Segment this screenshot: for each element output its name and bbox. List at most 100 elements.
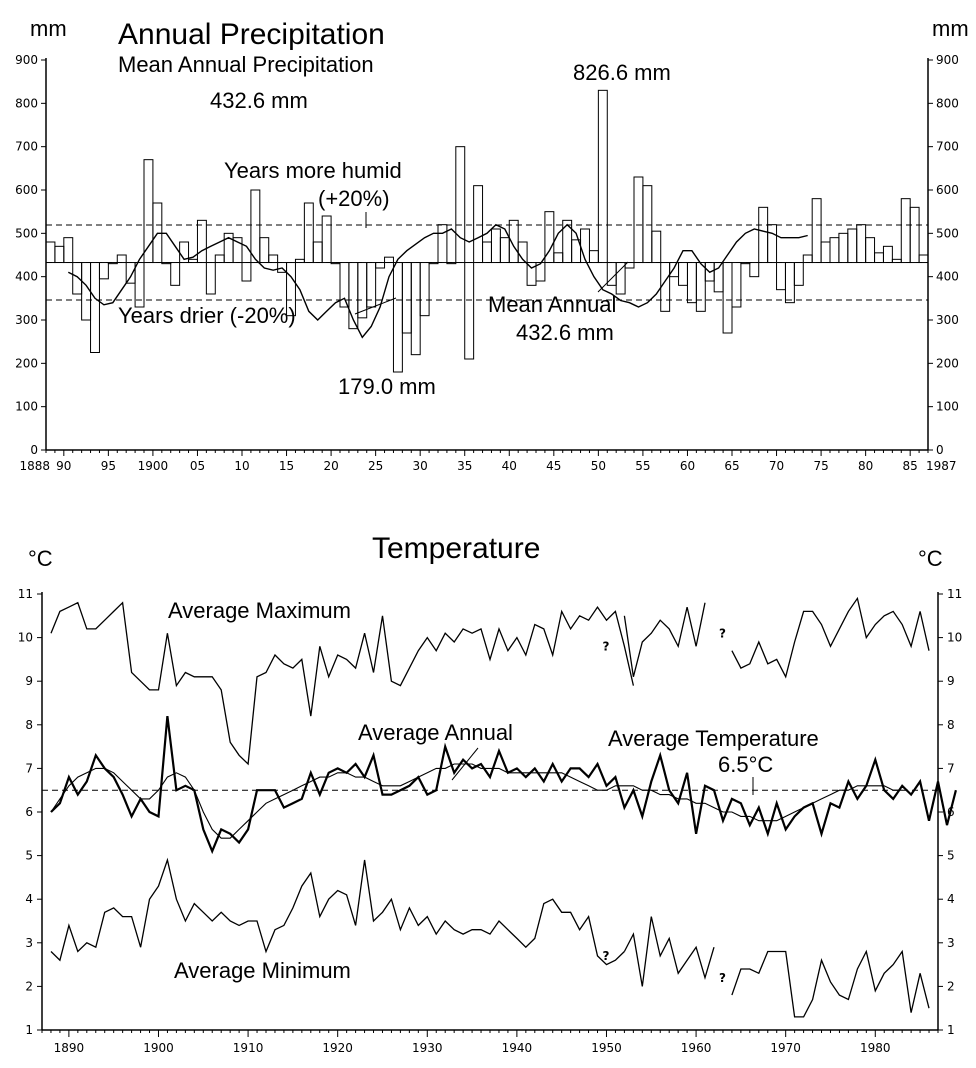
precip-bar — [891, 258, 902, 264]
temp-title: Temperature — [372, 532, 540, 565]
temp-xtick-label: 1930 — [412, 1041, 443, 1055]
precip-xtick-label: 20 — [323, 459, 338, 473]
precip-bar — [651, 230, 662, 264]
precip-bar — [473, 185, 484, 264]
precip-xtick-label: 1888 — [19, 459, 50, 473]
precip-bar — [321, 215, 332, 264]
precip-bar — [633, 176, 644, 264]
precip-bar — [482, 241, 492, 264]
temp-ytick-label-left: 1 — [25, 1023, 33, 1037]
precip-bar — [847, 228, 858, 264]
temp-ytick-label-right: 9 — [947, 674, 955, 688]
precip-bar — [686, 262, 697, 304]
precip-bar — [740, 262, 751, 265]
avg-temp-label-line1: Average Temperature — [608, 726, 819, 751]
precip-bar — [188, 258, 198, 264]
drier-pointer — [354, 297, 397, 315]
precip-ytick-label-right: 200 — [936, 356, 959, 370]
missing-data-marker: ? — [602, 640, 609, 654]
precip-bar — [196, 219, 207, 264]
precip-bar — [918, 254, 929, 264]
precip-bar — [838, 232, 849, 264]
precip-bar — [232, 237, 243, 264]
precip-bar — [268, 254, 279, 264]
precip-xtick-label: 45 — [546, 459, 561, 473]
precip-bar — [776, 262, 786, 291]
precip-bar — [161, 262, 172, 265]
precip-bar — [437, 224, 448, 264]
precip-ytick-label-left: 300 — [15, 313, 38, 327]
precip-bar — [909, 206, 920, 264]
temp-ytick-label-right: 1 — [947, 1023, 955, 1037]
precip-bar — [820, 241, 831, 264]
temp-series — [50, 596, 957, 1018]
precip-bar — [134, 262, 145, 308]
precip-bar — [874, 252, 884, 264]
precip-xtick-label: 40 — [502, 459, 517, 473]
temp-xtick-label: 1980 — [860, 1041, 891, 1055]
precip-ytick-label-right: 900 — [936, 53, 959, 67]
precip-bar — [294, 258, 305, 264]
precip-bar — [678, 262, 688, 286]
precip-bar — [865, 237, 876, 264]
precip-bar — [695, 262, 706, 312]
temp-unit-right: °C — [918, 546, 943, 571]
temp-series-line — [50, 601, 635, 766]
precip-xtick-label: 35 — [457, 459, 472, 473]
temp-ytick-label-right: 7 — [947, 761, 955, 775]
precip-mean-value: 432.6 mm — [210, 88, 308, 113]
precip-axes — [45, 58, 929, 451]
precip-xtick-label: 75 — [813, 459, 828, 473]
avg-annual-label: Average Annual — [358, 720, 513, 745]
drier-label: Years drier (-20%) — [118, 303, 296, 328]
precip-ytick-label-right: 800 — [936, 96, 959, 110]
precip-ytick-label-left: 700 — [15, 140, 38, 154]
precip-xtick-label: 1900 — [138, 459, 169, 473]
precip-xtick-label: 50 — [591, 459, 606, 473]
precip-xtick-label: 80 — [858, 459, 873, 473]
precip-xtick-label: 90 — [56, 459, 71, 473]
precip-bar — [428, 262, 439, 265]
precip-xtick-label: 25 — [368, 459, 383, 473]
precip-bar — [419, 262, 430, 317]
precip-bars — [45, 89, 929, 373]
precip-ytick-label-right: 500 — [936, 226, 959, 240]
precip-bar — [98, 262, 109, 280]
precip-xtick-label: 55 — [635, 459, 650, 473]
precip-bar — [312, 241, 323, 264]
precip-bar — [214, 254, 225, 264]
precip-ytick-label-left: 400 — [15, 270, 38, 284]
precip-xtick-label: 05 — [190, 459, 205, 473]
precip-bar — [562, 219, 573, 264]
mean-annual-label-line2: 432.6 mm — [516, 320, 614, 345]
precip-y-ticks: 0 0 100 100 200 200 300 300 400 400 500 500 600 600 70… — [15, 53, 959, 457]
temp-ytick-label-right: 2 — [947, 979, 955, 993]
precip-bar — [802, 254, 813, 264]
precip-bar — [508, 219, 519, 264]
temperature-chart: °C °C Temperature 1 12 23 34 45 56 67 78 89 910 10… — [18, 532, 963, 1055]
temp-series-line — [623, 916, 715, 987]
precip-bar — [464, 262, 475, 360]
precip-bar — [107, 262, 118, 265]
precip-xtick-label: 65 — [724, 459, 739, 473]
precip-bar — [259, 237, 270, 264]
precip-bar — [811, 198, 822, 264]
precip-bar — [660, 262, 671, 312]
precip-bar — [303, 202, 314, 264]
precip-bar — [366, 262, 377, 308]
temp-ytick-label-left: 2 — [25, 979, 33, 993]
precip-bar — [615, 262, 626, 295]
temp-ytick-label-left: 10 — [18, 631, 33, 645]
precip-xtick-label: 15 — [279, 459, 294, 473]
precip-xtick-label: 1987 — [926, 459, 957, 473]
precip-moving-average-line — [67, 223, 808, 339]
precip-xtick-label: 85 — [903, 459, 918, 473]
precip-bar — [170, 262, 181, 286]
precip-bar — [63, 237, 74, 264]
precip-x-ticks: 1888 90 95 1900 05 10 15 20 25 30 35 40 45 50 55 60 65 70… — [19, 450, 957, 473]
precip-xtick-label: 30 — [413, 459, 428, 473]
temp-xtick-label: 1950 — [591, 1041, 622, 1055]
precip-moving-average — [67, 223, 808, 339]
precip-bar — [286, 262, 296, 317]
precip-bar — [410, 262, 421, 356]
